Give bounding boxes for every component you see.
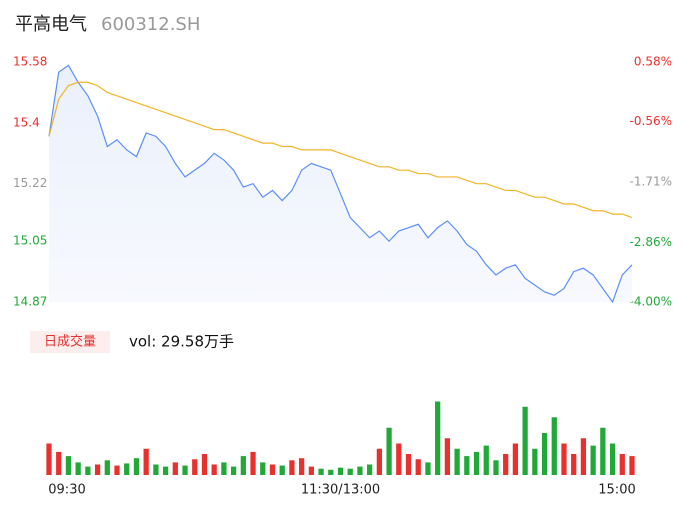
stock-code: 600312.SH [101,14,200,35]
y2-tick-label: -4.00% [630,295,672,309]
volume-bar [279,465,285,475]
volume-label: 日成交量 [44,334,96,350]
volume-bar [299,458,305,475]
y-tick-label: 15.22 [13,176,47,190]
volume-bar [376,448,382,475]
volume-bar [211,464,217,475]
volume-bar [153,464,159,475]
y-tick-label: 14.87 [13,295,47,309]
volume-bar [541,433,548,475]
volume-bar [162,466,169,475]
volume-bar [182,465,188,475]
volume-bar [114,465,120,475]
stock-name: 平高电气 [15,14,87,35]
volume-bar [75,462,81,475]
y-tick-label: 15.58 [13,55,47,69]
volume-bar [260,462,266,475]
volume-bar [201,454,208,475]
volume-bar [143,448,149,475]
volume-bar [405,454,412,475]
volume-bar [396,443,402,475]
volume-bar [46,443,52,475]
volume-bar [133,458,140,475]
volume-bar [522,406,528,475]
y2-tick-label: -1.71% [630,175,672,189]
volume-bar [571,454,577,475]
volume-bar [590,445,596,475]
volume-bar [532,448,538,475]
volume-bar [328,469,334,475]
x-tick-label: 11:30/13:00 [301,483,380,498]
x-tick-label: 15:00 [598,483,635,498]
line-average [48,81,633,219]
y-tick-label: 15.05 [13,234,47,248]
volume-bar [444,438,451,475]
y2-tick-label: -0.56% [630,114,672,128]
volume-bar [192,459,198,475]
volume-bar [318,468,324,475]
volume-bar [551,417,557,475]
volume-bar [337,467,344,475]
volume-bar [240,456,246,475]
x-tick-label: 09:30 [48,483,85,498]
y2-tick-label: 0.58% [634,55,672,69]
volume-bar [221,462,227,475]
volume-bar [289,460,295,475]
volume-bar [357,466,363,475]
volume-bar [600,427,606,475]
volume-bar [172,462,178,475]
volume-bar [629,456,635,475]
y2-tick-label: -2.86% [630,235,672,249]
volume-bar [94,464,101,475]
volume-bar [124,463,130,475]
volume-bar [473,451,480,475]
volume-bar [425,462,431,475]
volume-bar [609,443,616,475]
volume-bar [512,443,519,475]
volume-bar [56,451,62,475]
volume-bar [347,468,353,475]
volume-bar [619,454,625,475]
volume-bar [308,466,314,475]
volume-bar [85,466,91,475]
volume-tag [30,331,110,353]
volume-bar [65,456,72,475]
volume-bar [464,456,470,475]
volume-bar [483,445,489,475]
volume-bar [269,464,276,475]
price-area [49,65,632,302]
volume-bar [503,454,509,475]
volume-bar [454,448,460,475]
volume-bar [580,438,587,475]
volume-bar [386,427,392,475]
volume-total: vol: 29.58万手 [129,333,234,351]
volume-bar [367,464,373,475]
y-tick-label: 15.4 [13,115,40,129]
volume-bar [415,459,421,475]
volume-bar [250,451,256,475]
line-price [48,64,633,304]
volume-bar [561,443,567,475]
volume-bar [230,466,237,475]
volume-bar [493,460,499,475]
volume-bar [104,460,110,475]
volume-bar [435,401,441,475]
